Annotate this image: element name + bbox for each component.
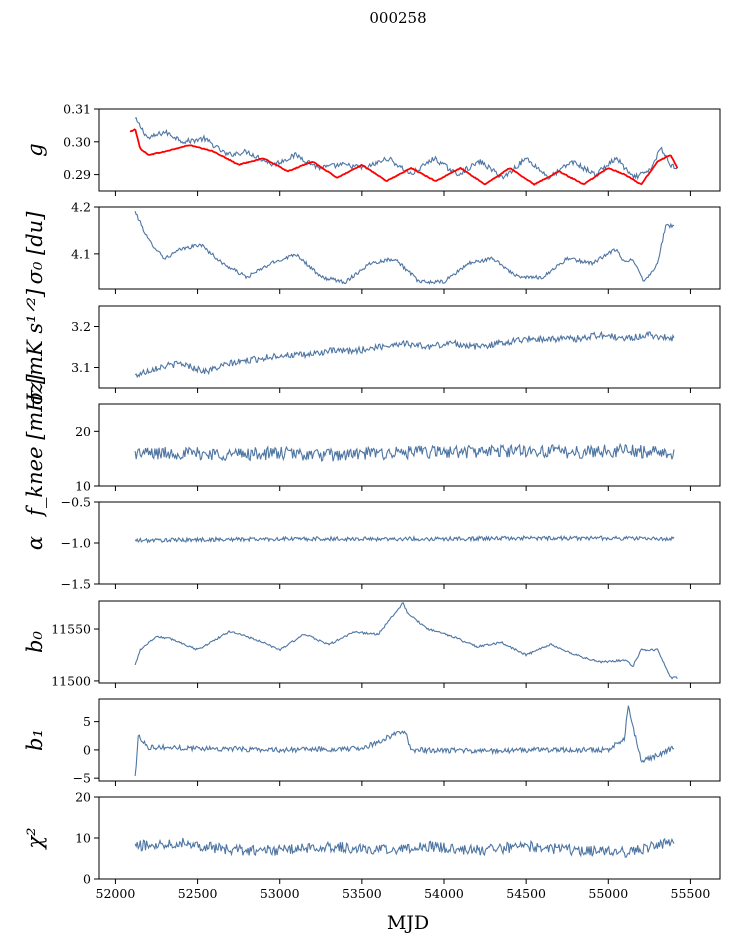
x-tick-label: 55000 bbox=[588, 886, 628, 901]
panel-g: 0.29 0.30 0.31 g bbox=[23, 102, 721, 196]
panel-sigma: 3.1 3.2 σ [mK s¹ᐟ²] bbox=[23, 288, 721, 405]
panel-frame-alpha bbox=[98, 501, 721, 585]
panel-chi2: 52000 52500 53000 53500 54000 54500 55000 55500… bbox=[23, 790, 721, 901]
y-tick-label: 10 bbox=[75, 479, 91, 494]
y-tick-label: 0 bbox=[83, 742, 91, 757]
y-axis-label-sigma0: σ₀ [du] bbox=[23, 211, 47, 285]
y-tick-label: 5 bbox=[83, 714, 91, 729]
panels: 0.29 0.30 0.31 g 4.1 4.2 σ₀ [du] 3.1 3.2 σ [mK s¹… bbox=[23, 102, 721, 901]
y-tick-label: 0.29 bbox=[63, 167, 91, 182]
panel-frame-b0 bbox=[98, 600, 721, 684]
figure-title: 000258 bbox=[369, 9, 426, 27]
y-tick-label: −5 bbox=[73, 771, 91, 786]
y-axis-label-b0: b₀ bbox=[23, 630, 47, 652]
panel-frame-sigma bbox=[98, 305, 721, 389]
panel-frame-fknee bbox=[98, 403, 721, 487]
series-line-sigma0-sigma0 bbox=[134, 211, 675, 285]
series-line-b1-b1 bbox=[134, 705, 675, 777]
y-tick-label: 3.2 bbox=[71, 319, 91, 334]
x-tick-label: 54000 bbox=[424, 886, 464, 901]
series-line-fknee-fknee bbox=[134, 442, 675, 463]
y-tick-label: −1.0 bbox=[61, 536, 91, 551]
y-tick-label: 0.30 bbox=[63, 134, 91, 149]
y-tick-label: 4.1 bbox=[71, 246, 91, 261]
series-line-chi2-chi2 bbox=[134, 837, 675, 858]
y-axis-label-sigma: σ [mK s¹ᐟ²] bbox=[23, 288, 47, 405]
panel-frame-g bbox=[98, 108, 721, 192]
x-tick-label: 52500 bbox=[178, 886, 218, 901]
y-tick-label: 0 bbox=[83, 872, 91, 887]
y-tick-label: 20 bbox=[75, 424, 91, 439]
y-axis-label-alpha: α bbox=[23, 536, 47, 550]
y-tick-label: 11500 bbox=[51, 673, 91, 688]
x-axis-label: MJD bbox=[387, 912, 429, 934]
y-axis-label-b1: b₁ bbox=[23, 729, 47, 751]
y-tick-label: 20 bbox=[75, 790, 91, 805]
y-tick-label: −1.5 bbox=[61, 577, 91, 592]
y-tick-label: 10 bbox=[75, 831, 91, 846]
panel-frame-sigma0 bbox=[98, 206, 721, 290]
panel-b1: −5 0 5 b₁ bbox=[23, 698, 721, 786]
x-tick-label: 53500 bbox=[342, 886, 382, 901]
panel-alpha: −1.5 −1.0 −0.5 α bbox=[23, 495, 721, 592]
y-tick-label: 0.31 bbox=[63, 102, 91, 117]
series-line-alpha-alpha bbox=[134, 534, 675, 544]
y-axis-label-chi2: χ² bbox=[23, 827, 47, 850]
y-axis-label-fknee: f_knee [mHz] bbox=[23, 373, 47, 518]
x-tick-label: 52000 bbox=[96, 886, 136, 901]
y-tick-label: −0.5 bbox=[61, 495, 91, 510]
panel-sigma0: 4.1 4.2 σ₀ [du] bbox=[23, 200, 721, 294]
y-tick-label: 11550 bbox=[51, 622, 91, 637]
y-tick-label: 3.1 bbox=[71, 360, 91, 375]
panel-fknee: 10 20 f_knee [mHz] bbox=[23, 373, 721, 518]
y-axis-label-g: g bbox=[23, 143, 47, 156]
x-tick-label: 53000 bbox=[260, 886, 300, 901]
series-line-b0-b0 bbox=[134, 601, 678, 680]
y-tick-label: 4.2 bbox=[71, 200, 91, 215]
panel-frame-b1 bbox=[98, 698, 721, 782]
series-line-sigma-sigma bbox=[134, 330, 675, 379]
x-tick-label: 54500 bbox=[506, 886, 546, 901]
panel-b0: 11500 11550 b₀ bbox=[23, 600, 721, 688]
panel-frame-chi2 bbox=[98, 796, 721, 880]
series-line-g-model bbox=[129, 128, 679, 186]
x-tick-label: 55500 bbox=[671, 886, 711, 901]
